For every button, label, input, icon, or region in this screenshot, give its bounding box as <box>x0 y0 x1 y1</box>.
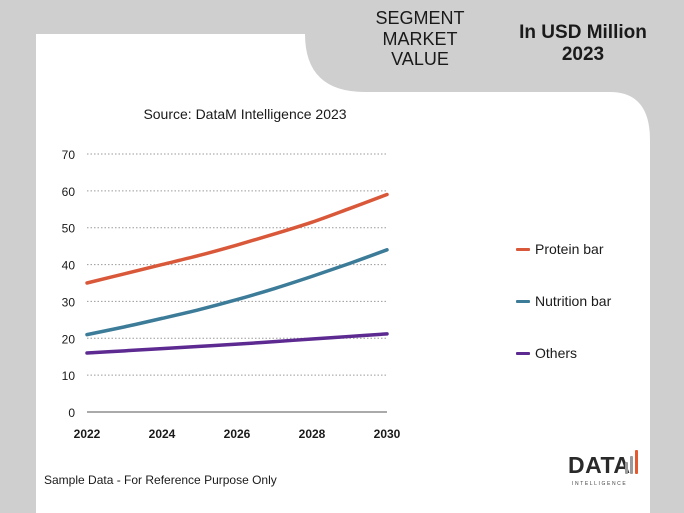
x-tick-label-2028: 2028 <box>299 427 326 441</box>
logo-bar-3 <box>635 450 638 474</box>
series-line-protein-bar <box>85 192 389 285</box>
unit-line-1: In USD Million <box>519 22 647 43</box>
x-tick-label-2024: 2024 <box>149 427 176 441</box>
unit-line-2: 2023 <box>561 43 605 65</box>
legend-swatch-protein-bar <box>516 247 530 251</box>
title-line-1: SEGMENT <box>375 8 465 28</box>
x-tick-label-2022: 2022 <box>74 427 101 441</box>
sample-data-note: Sample Data - For Reference Purpose Only <box>44 473 277 487</box>
logo-subtitle: INTELLIGENCE <box>572 481 628 487</box>
y-tick-label-0: 0 <box>68 406 75 420</box>
logo-bar-1 <box>625 462 628 474</box>
title-line-2: MARKET <box>382 28 458 49</box>
legend-item-protein-bar: Protein bar <box>516 238 611 260</box>
y-tick-label-50: 50 <box>62 222 76 236</box>
logo-bar-2 <box>630 456 633 474</box>
y-tick-label-60: 60 <box>62 185 76 199</box>
chart-source: Source: DataM Intelligence 2023 <box>143 106 347 122</box>
legend-label-protein-bar: Protein bar <box>535 241 604 257</box>
segment-market-value-title: SEGMENT MARKET VALUE <box>350 8 490 70</box>
legend-swatch-nutrition-bar <box>516 299 530 303</box>
y-tick-label-10: 10 <box>62 369 76 383</box>
y-tick-label-30: 30 <box>62 295 76 309</box>
series-line-others <box>85 332 389 355</box>
datam-intelligence-logo: DATA INTELLIGENCE <box>568 448 644 490</box>
unit-title: In USD Million 2023 <box>500 22 666 66</box>
y-tick-label-20: 20 <box>62 332 76 346</box>
gridlines <box>87 153 387 376</box>
title-line-3: VALUE <box>391 49 449 70</box>
y-tick-label-40: 40 <box>62 259 76 273</box>
legend-swatch-others <box>516 351 530 355</box>
chart-legend: Protein bar Nutrition bar Others <box>516 238 611 394</box>
y-tick-label-70: 70 <box>62 148 76 162</box>
legend-label-nutrition-bar: Nutrition bar <box>535 293 612 309</box>
legend-item-others: Others <box>516 342 611 364</box>
x-tick-label-2030: 2030 <box>374 427 401 441</box>
series-line-nutrition-bar <box>85 248 389 337</box>
legend-item-nutrition-bar: Nutrition bar <box>516 290 611 312</box>
legend-label-others: Others <box>535 345 578 361</box>
x-tick-label-2026: 2026 <box>224 427 251 441</box>
series-lines <box>85 192 389 355</box>
logo-wordmark: DATA <box>568 452 631 478</box>
